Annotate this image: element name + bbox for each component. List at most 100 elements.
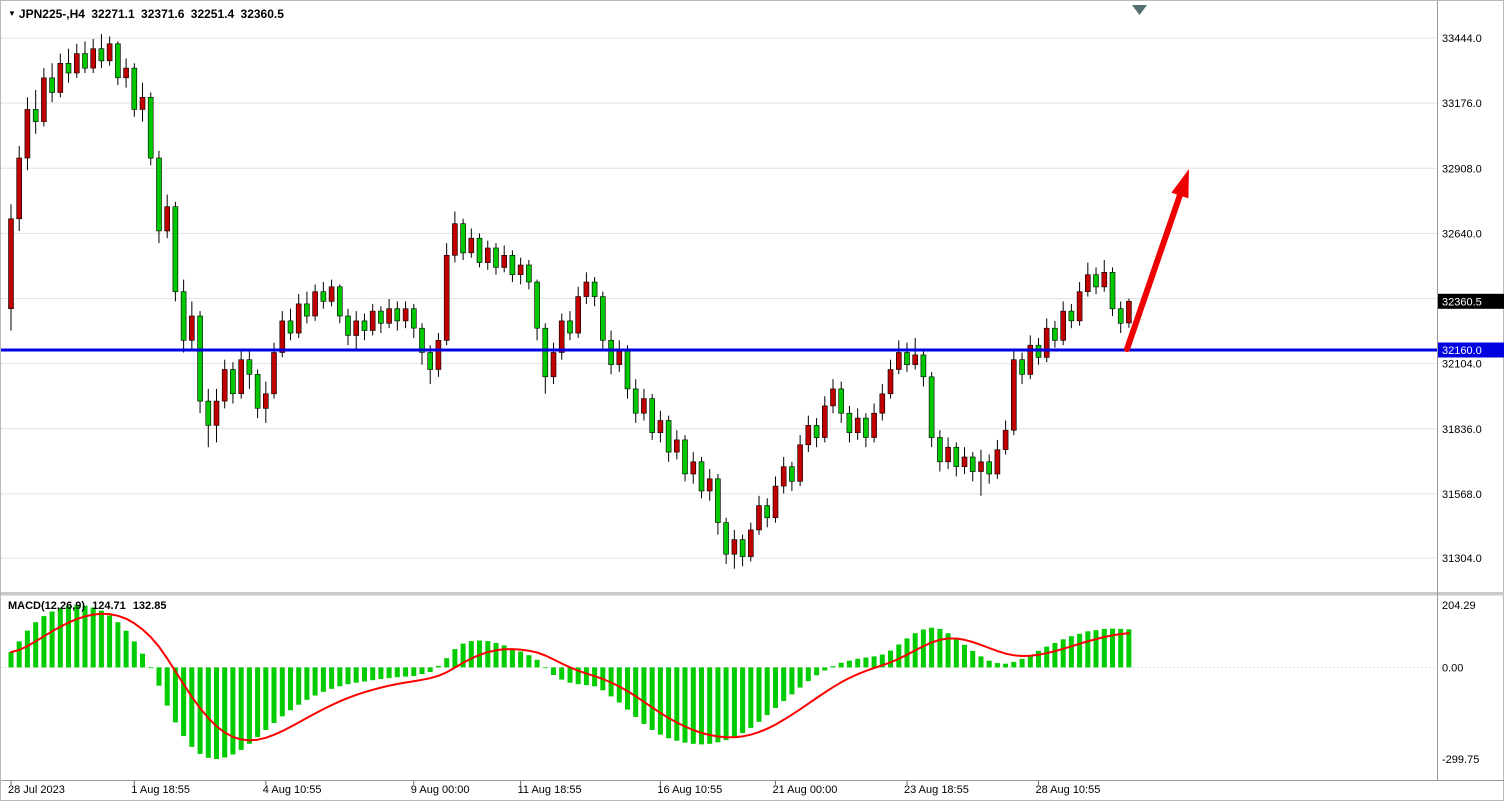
candle-body [879,393,886,414]
candle-body [920,354,927,378]
candle-body [871,412,877,438]
candle-body [279,320,286,353]
candle-body [493,247,499,268]
candle-body [1010,359,1017,431]
candle-body [369,310,376,331]
candle-body [780,466,787,487]
candle-body [82,53,88,69]
candle-body [805,425,812,446]
candle-body [690,461,697,475]
candle-body [682,439,688,475]
candle-body [156,157,162,232]
trend-arrow-object[interactable] [1124,169,1189,352]
candle-body [147,97,154,159]
candle-body [789,466,795,482]
candle-body [49,77,55,93]
candle-body [287,320,294,334]
candle-body [945,446,951,463]
candle-body [534,281,540,329]
candle-body [846,412,853,433]
candle-body [632,388,639,414]
price-axis-label: 32908.0 [1442,163,1482,175]
candle-body [599,296,606,341]
candle-body [320,291,327,302]
candle-body [1076,291,1083,322]
candle-body [1093,274,1099,288]
candle-body [172,206,179,293]
candle-body [723,522,729,555]
macd-params-label: MACD(12,26,9) [8,600,86,612]
candle-body [772,485,779,519]
candle-body [106,43,113,62]
candle-body [98,48,105,62]
candle-body [969,456,976,472]
candle-body [378,310,384,324]
time-axis-label: 1 Aug 18:55 [131,784,190,796]
candle-body [698,461,705,492]
candle-body [254,373,261,409]
candle-body [246,359,253,375]
candle-body [361,320,368,331]
candle-body [131,67,138,110]
candle-body [558,320,565,353]
svg-text:32360.5: 32360.5 [1442,296,1482,308]
candle-body [830,388,836,407]
candle-body [1085,274,1091,293]
macd-indicator-label: MACD(12,26,9) 124.71 132.85 [8,600,170,612]
candle-body [443,255,450,341]
candle-body [484,247,491,263]
candle-body [838,388,845,414]
candle-body [739,539,746,557]
candle-body [74,53,80,74]
candle-body [336,286,343,317]
candle-body [1019,359,1025,375]
candle-body [345,315,351,336]
symbol-period-label: JPN225-,H4 [18,7,85,21]
time-axis-label: 4 Aug 10:55 [263,784,322,796]
panel-separator[interactable] [1,592,1504,596]
candle-body [764,505,771,519]
candle-body [180,291,187,341]
candle-body [813,425,820,438]
candle-body [887,369,894,395]
candle-body [24,109,31,159]
candle-body [608,339,614,365]
candle-body [304,303,310,317]
candle-body [427,352,434,370]
macd-axis-label: 204.29 [1442,600,1476,612]
candle-body [591,281,598,297]
candle-body [863,417,869,438]
ohlc-open: 32271.1 [91,7,135,21]
price-axis-label: 32104.0 [1442,359,1482,371]
candle-body [221,369,228,402]
candle-body [230,369,236,395]
candle-body [328,286,335,302]
candle-body [616,349,623,365]
candle-body [16,157,22,220]
candle-body [731,539,738,555]
symbol-marker-icon: ▼ [8,9,16,18]
ohlc-low: 32251.4 [190,7,235,21]
candle-body [912,354,919,365]
price-axis[interactable]: 33444.0 33176.0 32908.0 32640.0 32104.0 31836… [1438,33,1504,565]
candle-body [904,352,910,365]
candle-body [854,417,861,434]
price-axis-label: 31568.0 [1442,489,1482,501]
candle-body [641,398,647,414]
candle-body [271,352,277,395]
candle-body [123,67,129,79]
candle-body [961,456,968,467]
candle-body [526,264,532,283]
candle-body [937,437,943,463]
candle-body [665,420,672,453]
candle-body [797,444,803,482]
last-price-tag: 32360.5 [1438,293,1504,309]
time-axis-label: 21 Aug 00:00 [773,784,838,796]
candle-body [895,352,902,370]
macd-signal-line [10,612,1130,742]
candle-body [262,393,269,409]
time-axis[interactable]: 28 Jul 2023 1 Aug 18:55 4 Aug 10:55 9 Aug 0… [8,781,1100,796]
candle-body [394,308,401,322]
